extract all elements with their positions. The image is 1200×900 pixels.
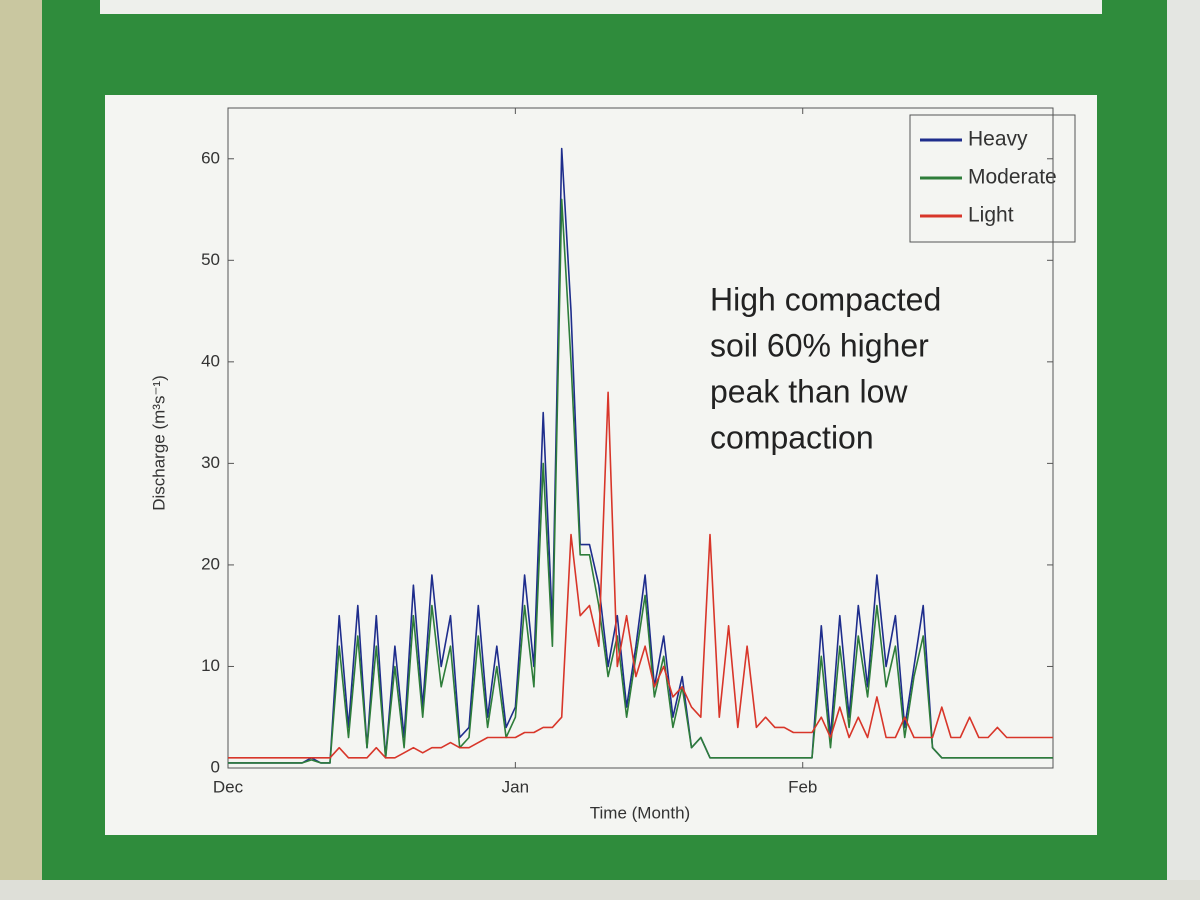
wall	[0, 880, 1200, 900]
legend: Heavy Moderate Light	[909, 114, 1076, 243]
y-tick-label: 10	[201, 656, 220, 675]
series-line	[228, 198, 1053, 764]
x-axis-label: Time (Month)	[590, 803, 690, 822]
annotation-line: compaction	[710, 419, 874, 455]
y-tick-label: 40	[201, 351, 220, 370]
panel	[100, 0, 1102, 14]
wall	[0, 0, 42, 900]
annotation-line: soil 60% higher	[710, 327, 929, 363]
legend-label: Light	[968, 204, 1014, 227]
y-axis-label: Discharge (m³s⁻¹)	[149, 375, 168, 511]
y-tick-label: 60	[201, 148, 220, 167]
y-tick-label: 0	[211, 757, 220, 776]
y-tick-label: 50	[201, 250, 220, 269]
legend-label: Moderate	[968, 166, 1057, 189]
annotation: High compacted soil 60% higher peak than l…	[710, 281, 941, 455]
y-tick-label: 30	[201, 453, 220, 472]
plot-frame	[227, 107, 1054, 769]
annotation-line: peak than low	[710, 373, 908, 409]
x-tick-label: Dec	[213, 777, 244, 796]
annotation-line: High compacted	[710, 281, 941, 317]
y-tick-label: 20	[201, 554, 220, 573]
x-tick-label: Jan	[502, 777, 529, 796]
legend-label: Heavy	[968, 128, 1028, 151]
series-line	[228, 391, 1053, 759]
x-tick-label: Feb	[788, 777, 817, 796]
